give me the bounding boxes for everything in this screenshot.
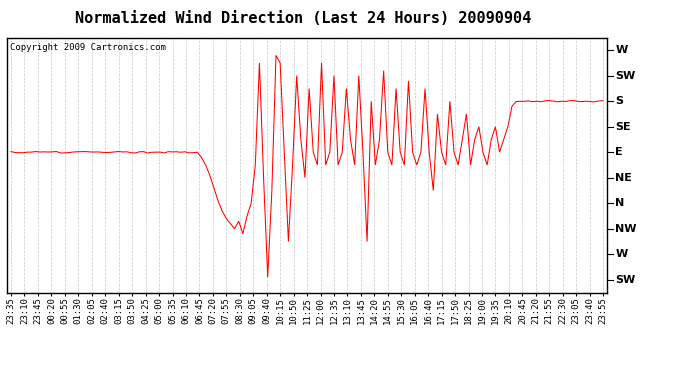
Text: E: E	[615, 147, 623, 157]
Text: W: W	[615, 45, 628, 55]
Text: Normalized Wind Direction (Last 24 Hours) 20090904: Normalized Wind Direction (Last 24 Hours…	[75, 11, 532, 26]
Text: SW: SW	[615, 275, 635, 285]
Text: SW: SW	[615, 71, 635, 81]
Text: W: W	[615, 249, 628, 259]
Text: SE: SE	[615, 122, 631, 132]
Text: NE: NE	[615, 173, 632, 183]
Text: NW: NW	[615, 224, 637, 234]
Text: N: N	[615, 198, 624, 208]
Text: Copyright 2009 Cartronics.com: Copyright 2009 Cartronics.com	[10, 43, 166, 52]
Text: S: S	[615, 96, 624, 106]
